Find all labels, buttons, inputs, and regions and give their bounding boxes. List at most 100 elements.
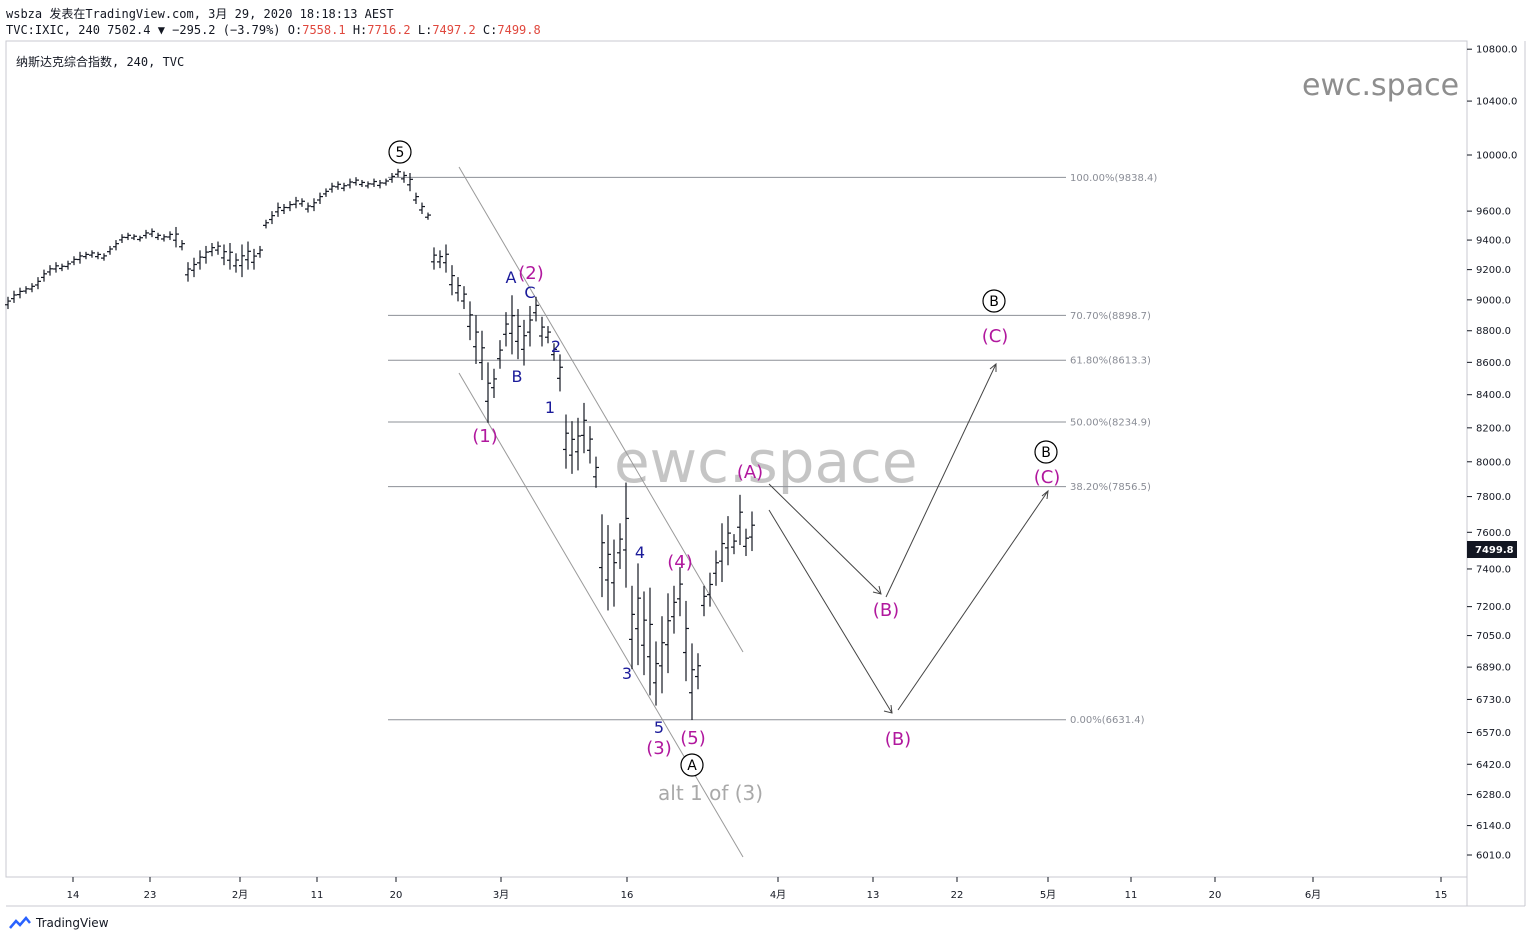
wave-label-text: 4 bbox=[635, 543, 645, 562]
ohlc-bar bbox=[143, 229, 149, 239]
wave-label[interactable]: 5 bbox=[654, 718, 664, 737]
ohlc-bar bbox=[593, 456, 599, 488]
ohlc-bar bbox=[491, 368, 497, 398]
time-tick-label: 15 bbox=[1435, 890, 1448, 901]
wave-label[interactable]: 2 bbox=[551, 337, 561, 356]
wave-label[interactable]: (B) bbox=[873, 600, 899, 621]
ohlc-bar bbox=[65, 260, 71, 270]
price-tick-label: 6140.0 bbox=[1476, 821, 1511, 832]
wave-label[interactable]: A bbox=[506, 268, 517, 287]
wave-label[interactable]: (5) bbox=[680, 728, 706, 749]
ohlc-bar bbox=[599, 514, 605, 598]
wave-label-text: (C) bbox=[1034, 467, 1061, 488]
wave-label[interactable]: C bbox=[524, 283, 535, 302]
ohlc-bar bbox=[161, 234, 167, 242]
wave-label-text: (1) bbox=[472, 426, 498, 447]
arrow-a-to-b-upper[interactable] bbox=[768, 483, 882, 595]
time-tick-label: 14 bbox=[67, 890, 80, 901]
symbol-title: 纳斯达克综合指数, 240, TVC bbox=[16, 55, 185, 69]
price-tick-label: 9000.0 bbox=[1476, 295, 1511, 306]
watermark-top: ewc.space bbox=[1302, 68, 1460, 103]
ohlc-bar bbox=[569, 421, 575, 474]
ohlc-bar bbox=[737, 494, 743, 546]
ohlc-bar bbox=[53, 262, 59, 273]
wave-label-text: B bbox=[1041, 445, 1051, 461]
wave-label[interactable]: B bbox=[982, 289, 1006, 313]
channel-upper-line[interactable] bbox=[458, 166, 744, 653]
ohlc-bar bbox=[299, 198, 305, 207]
price-axis[interactable]: 10800.0 10400.0 10000.0 9600.0 9400.0 9200.0 9… bbox=[1467, 45, 1517, 862]
wave-label[interactable]: (A) bbox=[737, 462, 763, 483]
channel-lower-line[interactable] bbox=[458, 372, 744, 858]
price-tick-label: 8200.0 bbox=[1476, 423, 1511, 434]
time-tick-label: 16 bbox=[621, 890, 634, 901]
wave-label-text: 5 bbox=[396, 145, 405, 161]
ohlc-bar bbox=[521, 319, 527, 366]
arrow-b-to-c-lower[interactable] bbox=[897, 490, 1049, 711]
wave-label[interactable]: (4) bbox=[667, 552, 693, 573]
wave-label-text: 5 bbox=[654, 718, 664, 737]
wave-label[interactable]: (2) bbox=[518, 263, 544, 284]
fib-level-label-5: 0.00%(6631.4) bbox=[1070, 715, 1145, 726]
arrow-a-to-b-lower[interactable] bbox=[768, 509, 893, 714]
wave-label-text: (B) bbox=[885, 729, 911, 750]
ohlc-bar bbox=[221, 244, 227, 266]
trend-channel[interactable] bbox=[458, 166, 744, 858]
ohlc-bar bbox=[533, 296, 539, 322]
wave-label[interactable]: (C) bbox=[1034, 467, 1061, 488]
ohlc-bar bbox=[617, 523, 623, 569]
wave-label[interactable]: 1 bbox=[545, 398, 555, 417]
ohlc-bar bbox=[545, 326, 551, 344]
ohlc-bar bbox=[275, 202, 281, 217]
time-axis[interactable]: 14 23 2月 11 20 3月 16 4月 13 22 5月 11 20 6月 15 bbox=[67, 877, 1448, 901]
fib-level-label-3: 50.00%(8234.9) bbox=[1070, 417, 1151, 428]
ohlc-bar bbox=[347, 178, 353, 189]
ohlc-bar bbox=[749, 511, 755, 552]
ohlc-bar bbox=[353, 177, 359, 186]
wave-label[interactable]: (B) bbox=[885, 729, 911, 750]
wave-label-text: A bbox=[506, 268, 517, 287]
wave-label-text: (A) bbox=[737, 462, 763, 483]
ohlc-bar bbox=[119, 234, 125, 243]
wave-label[interactable]: 5 bbox=[388, 140, 412, 164]
wave-label[interactable]: 4 bbox=[635, 543, 645, 562]
arrowhead-1 bbox=[872, 585, 882, 595]
wave-label[interactable]: (1) bbox=[472, 426, 498, 447]
ohlc-legend: TVC:IXIC, 240 7502.4 ▼ −295.2 (−3.79%) O… bbox=[6, 23, 541, 37]
wave-label[interactable]: (3) bbox=[646, 738, 672, 759]
ohlc-bar bbox=[707, 572, 713, 607]
ohlc-bar bbox=[461, 286, 467, 310]
ohlc-bar bbox=[527, 305, 533, 347]
price-tick-label: 8800.0 bbox=[1476, 326, 1511, 337]
open-value: 7558.1 bbox=[302, 23, 346, 37]
ohlc-bar bbox=[587, 426, 593, 464]
price-tick-label: 8600.0 bbox=[1476, 358, 1511, 369]
wave-label[interactable]: A bbox=[680, 753, 704, 777]
wave-label[interactable]: B bbox=[1034, 440, 1058, 464]
price-tick-label: 6570.0 bbox=[1476, 728, 1511, 739]
ohlc-bar bbox=[113, 240, 119, 251]
ohlc-bar bbox=[89, 250, 95, 258]
projection-arrows[interactable] bbox=[768, 362, 1049, 714]
tradingview-logo[interactable]: TradingView bbox=[8, 916, 109, 930]
ohlc-bar bbox=[59, 263, 65, 272]
fibonacci-retracement[interactable]: 100.00%(9838.4) 70.70%(8898.7) 61.80%(8613… bbox=[388, 173, 1157, 726]
alt-wave-annotation[interactable]: alt 1 of (3) bbox=[658, 781, 763, 805]
wave-circle bbox=[680, 753, 704, 777]
username[interactable]: wsbza bbox=[6, 7, 43, 21]
wave-label[interactable]: B bbox=[512, 367, 523, 386]
wave-label[interactable]: 3 bbox=[622, 664, 632, 683]
ohlc-bar bbox=[515, 309, 521, 360]
wave-label[interactable]: (C) bbox=[982, 326, 1009, 347]
arrowhead-2 bbox=[989, 362, 997, 372]
ohlc-bar bbox=[509, 295, 515, 355]
arrow-b-to-c-upper[interactable] bbox=[885, 363, 997, 598]
wave-label-text: (2) bbox=[518, 263, 544, 284]
wave-label-text: 1 bbox=[545, 398, 555, 417]
time-tick-label: 4月 bbox=[770, 889, 786, 901]
open-label: O: bbox=[287, 23, 303, 37]
ohlc-bar bbox=[71, 256, 77, 266]
price-tick-label: 7400.0 bbox=[1476, 564, 1511, 575]
